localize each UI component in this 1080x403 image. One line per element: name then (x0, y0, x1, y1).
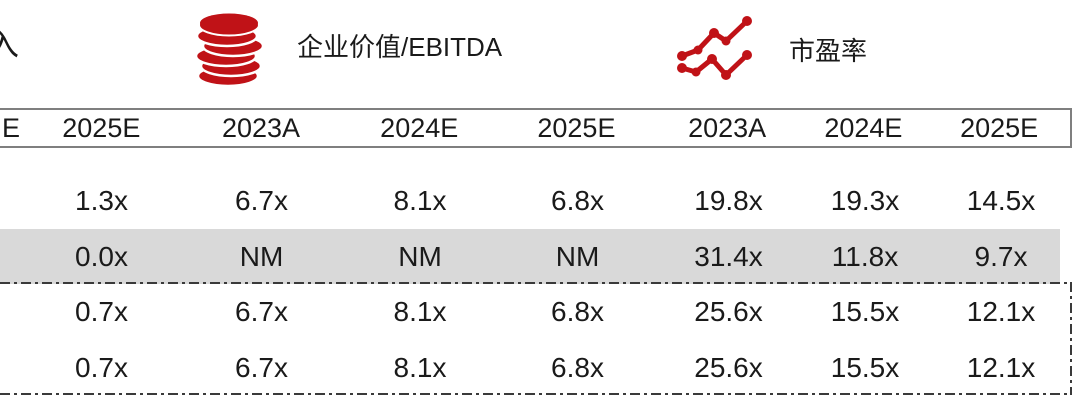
table-row: 0.7x 6.7x 8.1x 6.8x 25.6x 15.5x 12.1x (0, 340, 1072, 396)
header-cell: 2023A (688, 112, 767, 143)
table-cell: 9.7x (974, 240, 1028, 272)
header-cell: E (1, 112, 20, 143)
revenue-group-label-partial: 入 (0, 26, 20, 62)
table-cell: NM (239, 240, 284, 272)
table-cell: 12.1x (966, 296, 1036, 327)
table-row-highlighted: 0.0x NM NM NM 31.4x 11.8x 9.7x (0, 229, 1072, 284)
table-cell (0, 340, 22, 396)
metric-group-header-row: 入 企业价值/EBITDA (0, 0, 1080, 100)
table-cell: 25.6x (694, 296, 763, 327)
table-cell: 11.8x (831, 240, 899, 272)
comps-table: E 2025E 2023A 2024E 2025E 2023A 2024E 2025E 1.3… (0, 108, 1072, 396)
table-cell: 6.8x (551, 352, 604, 383)
header-cell: 2025E (537, 112, 616, 143)
header-cell: 2024E (824, 112, 903, 143)
pe-group-label: 市盈率 (789, 36, 868, 66)
table-row: 1.3x 6.7x 8.1x 6.8x 19.8x 19.3x 14.5x (0, 148, 1072, 229)
table-cell: 8.1x (393, 296, 447, 327)
table-cell: 6.7x (235, 296, 288, 327)
ev-ebitda-group-label: 企业价值/EBITDA (297, 32, 503, 62)
table-cell: 6.8x (551, 296, 604, 327)
dashed-border-right (1070, 282, 1072, 395)
table-cell: 6.7x (235, 185, 288, 216)
table-row: 0.7x 6.7x 8.1x 6.8x 25.6x 15.5x 12.1x (0, 284, 1072, 340)
table-cell: NM (398, 240, 442, 272)
dashed-divider-top (0, 282, 1072, 284)
header-cell: 2025E (960, 112, 1039, 143)
table-cell: 6.7x (235, 352, 288, 383)
line-chart-icon (676, 14, 754, 82)
table-cell: 19.3x (830, 185, 900, 216)
table-cell: 31.4x (694, 240, 763, 272)
table-cell (0, 229, 22, 284)
table-cell: 8.1x (393, 352, 447, 383)
table-cell: 19.8x (694, 185, 763, 216)
table-cell: 25.6x (694, 352, 763, 383)
dashed-divider-bottom (0, 393, 1072, 395)
table-cell: 0.7x (75, 352, 128, 383)
table-cell: 15.5x (830, 296, 900, 327)
comps-table-body: 1.3x 6.7x 8.1x 6.8x 19.8x 19.3x 14.5x 0.0x NM NM N… (0, 148, 1072, 396)
header-cell: 2024E (380, 112, 459, 143)
table-cell: 12.1x (966, 352, 1036, 383)
table-cell: 8.1x (393, 185, 447, 216)
comps-table-header: E 2025E 2023A 2024E 2025E 2023A 2024E 2025E (0, 108, 1072, 148)
coins-icon (194, 8, 266, 90)
table-cell: 15.5x (830, 352, 900, 383)
table-cell (0, 284, 22, 340)
table-cell (0, 148, 22, 229)
table-cell: NM (555, 240, 600, 272)
table-cell: 6.8x (551, 185, 604, 216)
table-cell: 14.5x (966, 185, 1036, 216)
table-cell: 0.0x (75, 240, 128, 272)
header-cell: 2025E (62, 112, 141, 143)
table-cell: 0.7x (75, 296, 128, 327)
header-cell: 2023A (221, 112, 301, 143)
table-cell: 1.3x (75, 185, 128, 216)
